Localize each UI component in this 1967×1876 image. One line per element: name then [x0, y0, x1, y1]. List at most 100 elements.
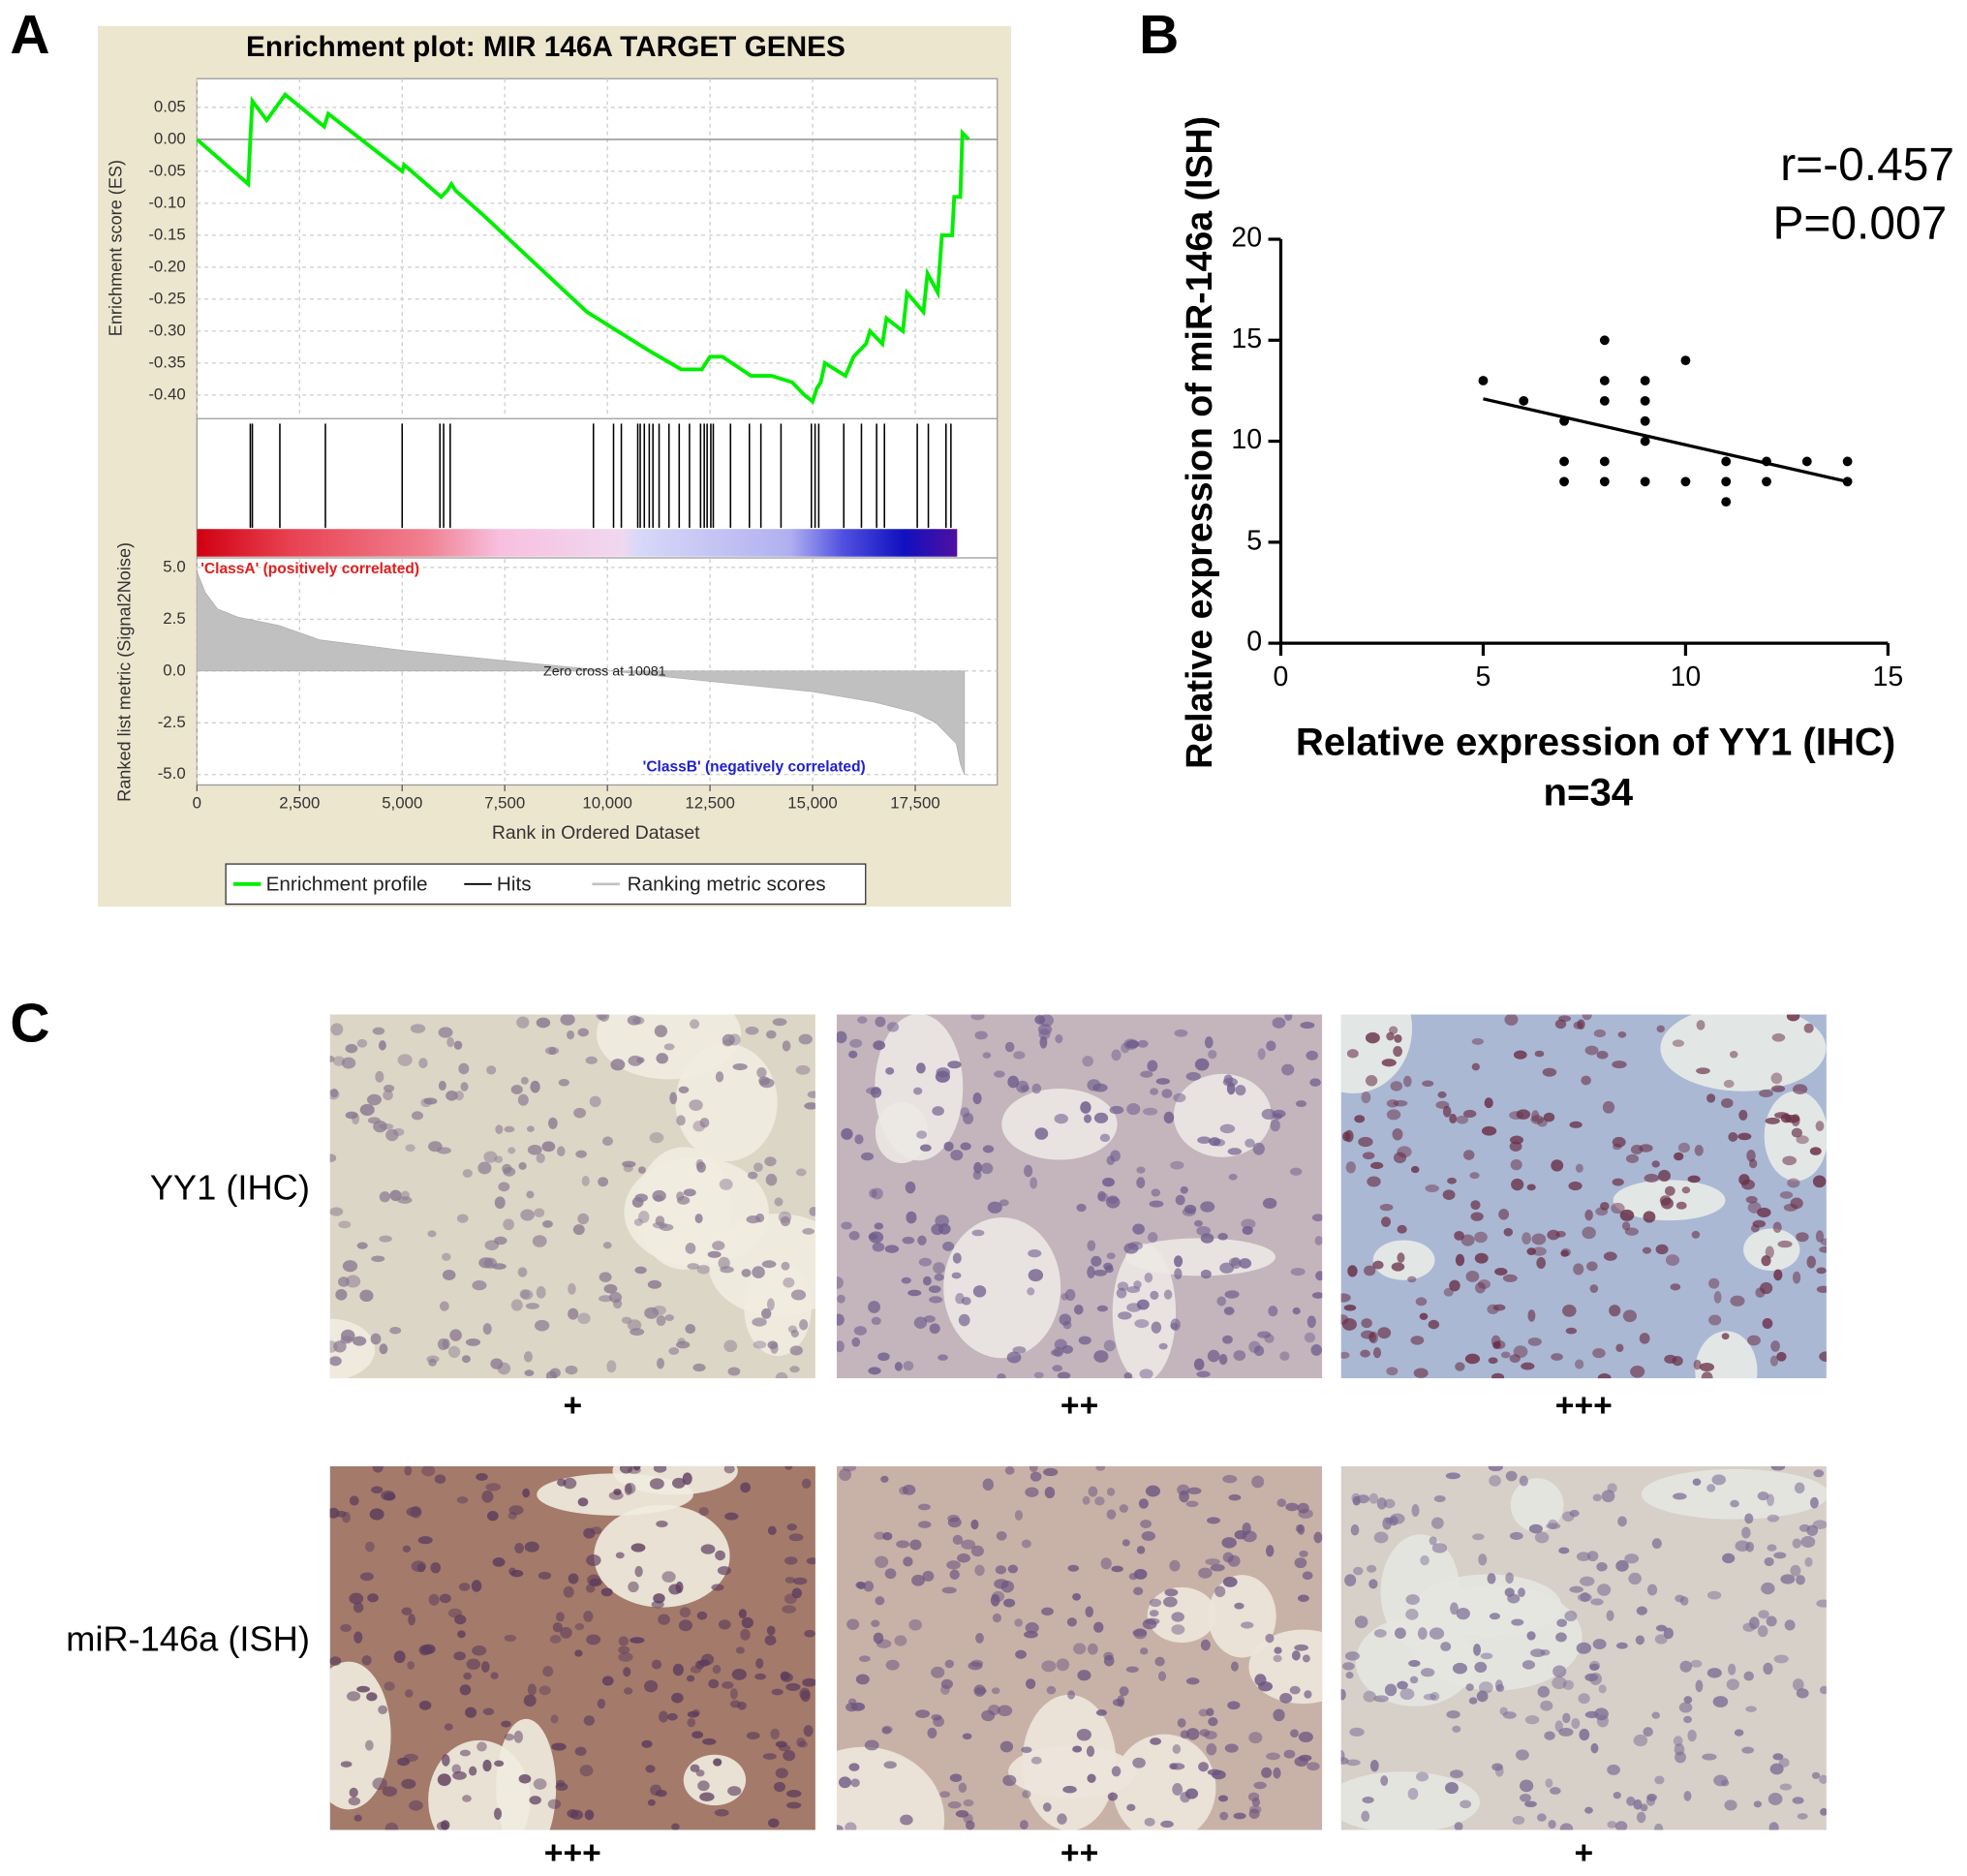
- nucleus: [1385, 1683, 1397, 1696]
- nucleus: [685, 1324, 695, 1334]
- nucleus: [577, 1214, 589, 1224]
- nucleus: [1251, 1476, 1264, 1489]
- nucleus: [1617, 1516, 1627, 1526]
- nucleus: [793, 1578, 808, 1585]
- nucleus: [1312, 1292, 1324, 1299]
- nucleus: [548, 1799, 561, 1809]
- y-tick-label: -0.05: [148, 161, 185, 179]
- nucleus: [1118, 1311, 1132, 1319]
- point: [1641, 437, 1650, 446]
- nucleus: [1126, 1103, 1140, 1115]
- nucleus: [1675, 1743, 1685, 1755]
- x-axis-label: Rank in Ordered Dataset: [492, 822, 700, 844]
- nucleus: [657, 1358, 664, 1369]
- nucleus: [1446, 1710, 1460, 1718]
- nucleus: [613, 1299, 622, 1308]
- nucleus: [575, 1151, 587, 1158]
- nucleus: [994, 1579, 1008, 1588]
- nucleus: [1228, 1148, 1243, 1154]
- nucleus: [578, 1497, 589, 1506]
- nucleus: [508, 1505, 523, 1515]
- nucleus: [1560, 1823, 1573, 1834]
- nucleus: [1422, 1080, 1433, 1087]
- nucleus: [556, 1612, 565, 1621]
- nucleus: [419, 1701, 432, 1710]
- nucleus: [1222, 1475, 1237, 1483]
- nucleus: [916, 1062, 926, 1073]
- nucleus: [1613, 1179, 1624, 1186]
- nucleus: [620, 1462, 633, 1473]
- nucleus: [784, 1463, 792, 1470]
- nucleus: [1671, 1283, 1681, 1290]
- fit-line: [1483, 399, 1847, 482]
- nucleus: [1150, 1610, 1159, 1616]
- nucleus: [762, 1260, 777, 1268]
- nucleus: [632, 1017, 644, 1025]
- nucleus: [1045, 1487, 1055, 1498]
- nucleus: [1032, 1084, 1042, 1094]
- nucleus: [1303, 1654, 1310, 1662]
- nucleus: [1816, 1230, 1824, 1242]
- nucleus: [1196, 1226, 1211, 1236]
- nucleus: [933, 1262, 945, 1274]
- nucleus: [1455, 1362, 1464, 1370]
- nucleus: [1613, 1144, 1621, 1151]
- nucleus: [1617, 1031, 1626, 1038]
- nucleus: [1640, 1333, 1650, 1344]
- nucleus: [1150, 1291, 1158, 1300]
- nucleus: [1443, 1189, 1456, 1200]
- nucleus: [1117, 1695, 1124, 1707]
- nucleus: [1654, 1824, 1663, 1834]
- nucleus: [1767, 1544, 1776, 1551]
- nucleus: [1782, 1156, 1797, 1166]
- nucleus: [1692, 1231, 1700, 1239]
- nucleus: [421, 1465, 435, 1477]
- nucleus: [1089, 1487, 1098, 1497]
- nucleus: [430, 1562, 441, 1573]
- nucleus: [942, 1586, 957, 1593]
- nucleus: [1820, 1686, 1829, 1694]
- nucleus: [1637, 1606, 1647, 1615]
- nucleus: [1354, 1115, 1365, 1123]
- nucleus: [609, 1492, 624, 1500]
- x-tick-label: 5: [1476, 661, 1491, 692]
- nucleus: [1597, 1051, 1609, 1060]
- lumen: [943, 1217, 1060, 1358]
- nucleus: [1563, 1680, 1574, 1690]
- nucleus: [409, 1800, 423, 1811]
- nucleus: [1248, 1793, 1259, 1801]
- nucleus: [1034, 1127, 1048, 1140]
- nucleus: [654, 1195, 663, 1202]
- nucleus: [1390, 1516, 1398, 1525]
- nucleus: [340, 1336, 353, 1343]
- nucleus: [408, 1614, 415, 1625]
- nucleus: [1416, 1771, 1429, 1781]
- nucleus: [1586, 1261, 1597, 1271]
- nucleus: [1094, 1113, 1108, 1123]
- nucleus: [1491, 1764, 1503, 1771]
- nucleus: [465, 1707, 476, 1718]
- nucleus: [343, 1260, 357, 1272]
- nucleus: [796, 1169, 807, 1177]
- nucleus: [660, 1224, 674, 1231]
- nucleus: [1510, 1141, 1522, 1152]
- nucleus: [503, 1218, 514, 1230]
- nucleus: [466, 1338, 480, 1346]
- nucleus: [1503, 1275, 1518, 1282]
- nucleus: [1253, 1782, 1266, 1790]
- nucleus: [1678, 1143, 1690, 1153]
- nucleus: [1266, 1545, 1274, 1556]
- nucleus: [1478, 1553, 1487, 1565]
- nucleus: [1005, 1466, 1015, 1475]
- nucleus: [1200, 1201, 1214, 1212]
- nucleus: [476, 1741, 487, 1751]
- nucleus: [1381, 1216, 1391, 1227]
- nucleus: [1173, 1093, 1185, 1102]
- nucleus: [1535, 1051, 1545, 1058]
- nucleus: [1392, 1128, 1402, 1140]
- nucleus: [472, 1580, 482, 1591]
- nucleus: [730, 1701, 741, 1708]
- nucleus: [701, 1544, 716, 1553]
- nucleus: [1816, 1600, 1830, 1608]
- nucleus: [1072, 1593, 1081, 1601]
